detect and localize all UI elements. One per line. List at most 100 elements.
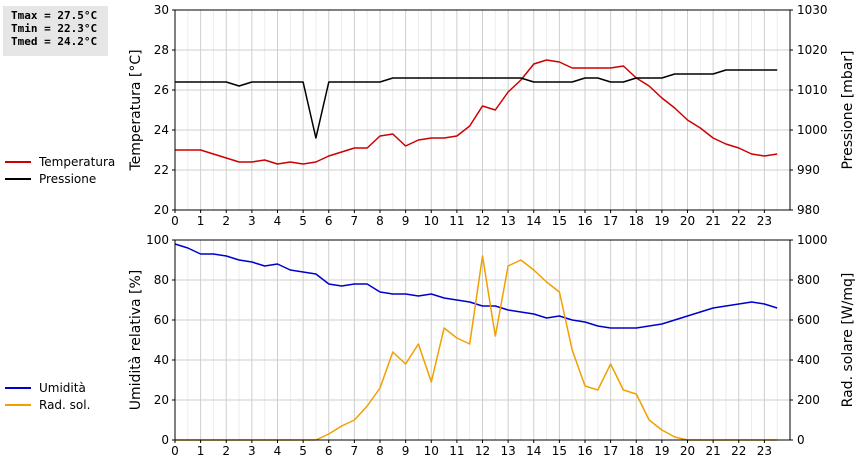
x-tick-label: 20 (680, 214, 695, 228)
y-tick-label: 28 (154, 43, 169, 57)
legend-label-radsol: Rad. sol. (39, 397, 91, 412)
x-tick-label: 10 (424, 444, 439, 458)
y-axis-title: Umidità relativa [%] (128, 270, 144, 411)
y2-axis-title: Rad. solare [W/mq] (840, 273, 856, 408)
y2-tick-label: 1010 (797, 83, 828, 97)
y2-tick-label: 1000 (797, 123, 828, 137)
series-line-rad-sol- (175, 255, 778, 441)
y-axis-title: Temperatura [°C] (128, 49, 144, 171)
x-tick-label: 14 (526, 214, 541, 228)
x-tick-label: 10 (424, 214, 439, 228)
y-tick-label: 60 (154, 313, 169, 327)
x-tick-label: 4 (274, 214, 282, 228)
x-tick-label: 1 (197, 444, 205, 458)
x-tick-label: 18 (629, 444, 644, 458)
series-line-pressione (175, 69, 778, 139)
x-tick-label: 2 (222, 444, 230, 458)
x-tick-label: 14 (526, 444, 541, 458)
x-tick-label: 6 (325, 444, 333, 458)
legend-swatch-temperatura (5, 160, 31, 163)
series-line-temperatura (175, 59, 778, 165)
x-tick-label: 13 (500, 214, 515, 228)
series-line-umidit- (174, 243, 778, 329)
x-tick-label: 22 (731, 214, 746, 228)
y2-tick-label: 600 (797, 313, 820, 327)
y2-tick-label: 200 (797, 393, 820, 407)
x-tick-label: 15 (552, 214, 567, 228)
x-tick-label: 7 (351, 444, 359, 458)
x-tick-label: 12 (475, 444, 490, 458)
tmin-label: Tmin = 22.3°C (11, 22, 98, 35)
y-tick-label: 30 (154, 3, 169, 17)
x-tick-label: 18 (629, 214, 644, 228)
legend-item-temperatura: Temperatura (5, 153, 115, 170)
x-tick-label: 22 (731, 444, 746, 458)
x-tick-label: 19 (654, 444, 669, 458)
y2-tick-label: 980 (797, 203, 820, 217)
x-tick-label: 6 (325, 214, 333, 228)
x-tick-label: 19 (654, 214, 669, 228)
x-tick-label: 5 (299, 214, 307, 228)
legend-item-pressione: Pressione (5, 170, 115, 187)
x-tick-label: 13 (500, 444, 515, 458)
y-tick-label: 20 (154, 203, 169, 217)
legend-bottom: Umidità Rad. sol. (5, 379, 90, 413)
x-tick-label: 0 (171, 214, 179, 228)
y2-tick-label: 800 (797, 273, 820, 287)
x-tick-label: 21 (705, 214, 720, 228)
stats-box: Tmax = 27.5°C Tmin = 22.3°C Tmed = 24.2°… (3, 6, 108, 56)
y-tick-label: 22 (154, 163, 169, 177)
x-tick-label: 17 (603, 214, 618, 228)
y-tick-label: 100 (146, 233, 169, 247)
y-tick-label: 24 (154, 123, 169, 137)
x-tick-label: 1 (197, 214, 205, 228)
y2-tick-label: 1020 (797, 43, 828, 57)
y2-tick-label: 400 (797, 353, 820, 367)
x-tick-label: 0 (171, 444, 179, 458)
x-tick-label: 8 (376, 444, 384, 458)
legend-item-umidita: Umidità (5, 379, 90, 396)
x-tick-label: 21 (705, 444, 720, 458)
x-tick-label: 3 (248, 214, 256, 228)
x-tick-label: 5 (299, 444, 307, 458)
tmax-label: Tmax = 27.5°C (11, 9, 98, 22)
x-tick-label: 9 (402, 444, 410, 458)
legend-label-umidita: Umidità (39, 380, 86, 395)
legend-item-radsol: Rad. sol. (5, 396, 90, 413)
y2-tick-label: 990 (797, 163, 820, 177)
y-tick-label: 0 (161, 433, 169, 447)
y-tick-label: 80 (154, 273, 169, 287)
x-tick-label: 20 (680, 444, 695, 458)
chart-0: 0 1 2 3 4 5 6 7 8 9 10 11 12 13 14 15 16 17 18 19 20 21 22 2320… (128, 3, 856, 228)
x-tick-label: 8 (376, 214, 384, 228)
y-tick-label: 20 (154, 393, 169, 407)
tmed-label: Tmed = 24.2°C (11, 35, 98, 48)
x-tick-label: 15 (552, 444, 567, 458)
y2-tick-label: 1000 (797, 233, 828, 247)
x-tick-label: 16 (577, 444, 592, 458)
chart-1: 0 1 2 3 4 5 6 7 8 9 10 11 12 13 14 15 16 17 18 19 20 21 22 2302… (128, 233, 856, 458)
legend-swatch-umidita (5, 386, 31, 389)
x-tick-label: 23 (757, 214, 772, 228)
y2-tick-label: 1030 (797, 3, 828, 17)
x-tick-label: 9 (402, 214, 410, 228)
x-tick-label: 7 (351, 214, 359, 228)
legend-label-temperatura: Temperatura (39, 154, 116, 169)
x-tick-label: 11 (449, 214, 464, 228)
x-tick-label: 16 (577, 214, 592, 228)
legend-top: Temperatura Pressione (5, 153, 115, 187)
x-tick-label: 12 (475, 214, 490, 228)
legend-label-pressione: Pressione (39, 171, 97, 186)
y2-tick-label: 0 (797, 433, 805, 447)
legend-swatch-pressione (5, 177, 31, 180)
legend-swatch-radsol (5, 403, 31, 406)
x-tick-label: 17 (603, 444, 618, 458)
x-tick-label: 2 (222, 214, 230, 228)
x-tick-label: 3 (248, 444, 256, 458)
x-tick-label: 23 (757, 444, 772, 458)
y-tick-label: 40 (154, 353, 169, 367)
x-tick-label: 4 (274, 444, 282, 458)
x-tick-label: 11 (449, 444, 464, 458)
y-tick-label: 26 (154, 83, 169, 97)
